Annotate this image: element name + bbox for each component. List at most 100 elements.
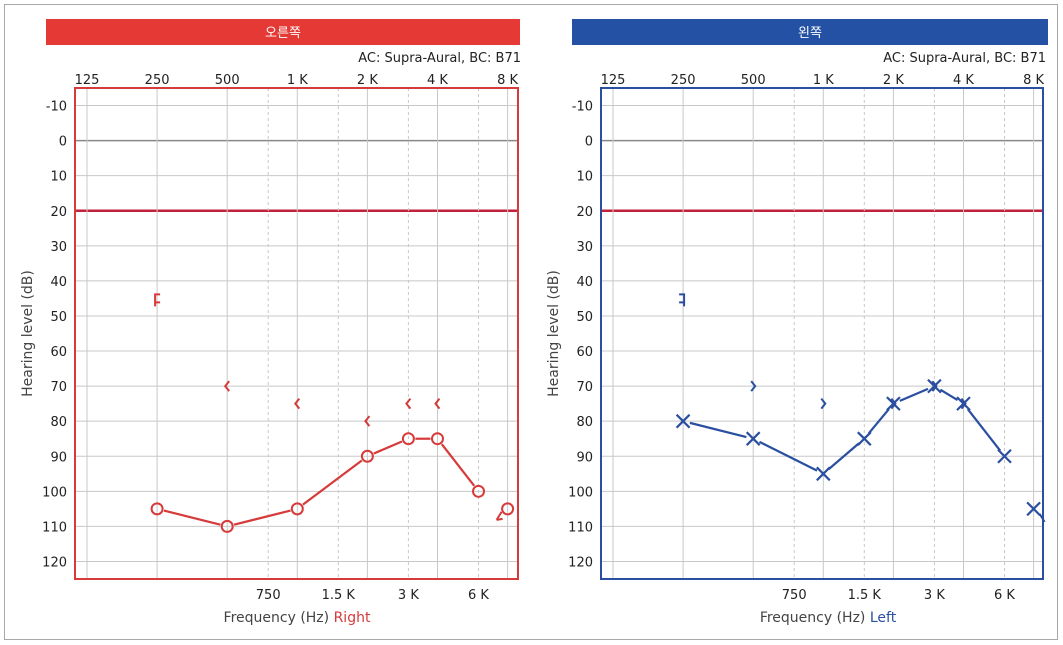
right-x-top-tick: 500 (215, 73, 240, 88)
left-air-marker (745, 431, 761, 446)
right-plot-border (74, 87, 519, 580)
right-bone-marker (154, 293, 161, 307)
left-x-axis-title-main: Frequency (Hz) (760, 610, 870, 626)
right-x-top-tick: 125 (75, 73, 100, 88)
right-air-marker (360, 449, 374, 463)
right-y-tick: 50 (50, 310, 67, 325)
right-y-tick: -10 (46, 100, 67, 115)
right-bone-marker (364, 415, 371, 427)
left-bone-marker (890, 398, 897, 410)
right-air-marker (501, 502, 515, 516)
right-y-tick: 30 (50, 240, 67, 255)
left-y-tick: 60 (576, 345, 593, 360)
right-bone-marker (223, 380, 230, 392)
left-x-bottom-tick: 6 K (994, 588, 1015, 603)
left-air-line-segment (827, 442, 860, 471)
right-bone-marker (405, 398, 412, 410)
left-x-bottom-tick: 750 (782, 588, 807, 603)
left-y-tick: 10 (576, 170, 593, 185)
left-y-tick: 100 (568, 485, 593, 500)
left-air-marker (927, 378, 942, 394)
left-y-tick: 80 (576, 415, 593, 430)
right-x-top-tick: 1 K (287, 73, 308, 88)
right-bone-marker (294, 398, 301, 410)
right-y-tick: 20 (50, 205, 67, 220)
left-air-marker (857, 431, 872, 446)
left-y-tick: 20 (576, 205, 593, 220)
left-y-tick: 40 (576, 275, 593, 290)
left-air-marker (956, 396, 971, 411)
left-y-axis-title: Hearing level (dB) (546, 270, 562, 397)
left-x-top-tick: 500 (741, 73, 766, 88)
left-x-bottom-tick: 3 K (924, 588, 945, 603)
right-air-line-segment (302, 459, 363, 506)
right-bone-marker (434, 398, 441, 410)
left-y-tick: 120 (568, 555, 593, 570)
left-bone-marker (931, 380, 938, 392)
right-x-bottom-tick: 750 (256, 588, 281, 603)
left-x-top-tick: 250 (671, 73, 696, 88)
left-x-top-tick: 125 (601, 73, 626, 88)
left-bone-marker (820, 398, 827, 410)
right-no-response-arrow (495, 511, 503, 521)
right-air-marker (290, 502, 304, 516)
left-air-line-segment (939, 388, 959, 401)
right-y-tick: 110 (42, 520, 67, 535)
left-bone-marker (750, 380, 757, 392)
right-y-tick: 90 (50, 450, 67, 465)
left-y-tick: 50 (576, 310, 593, 325)
right-x-bottom-tick: 6 K (468, 588, 489, 603)
left-y-tick: 30 (576, 240, 593, 255)
left-header-title: 왼쪽 (798, 26, 822, 41)
left-y-tick: 70 (576, 380, 593, 395)
right-y-tick: 10 (50, 170, 67, 185)
left-header-bar (572, 19, 1048, 45)
left-air-line-segment (758, 440, 818, 472)
right-y-tick: 60 (50, 345, 67, 360)
left-air-marker (675, 413, 691, 429)
left-air-line-segment (867, 408, 890, 435)
left-air-marker (1026, 501, 1041, 517)
right-audiogram: 오른쪽 AC: Supra-Aural, BC: B71 -10 0 10 20 30 40 5… (20, 19, 521, 626)
left-x-top-tick: 1 K (813, 73, 834, 88)
right-x-top-tick: 250 (145, 73, 170, 88)
right-air-line-segment (373, 440, 403, 455)
right-air-marker (220, 519, 234, 533)
right-y-tick: 120 (42, 555, 67, 570)
left-x-bottom-tick: 1.5 K (848, 588, 882, 603)
left-bone-marker (960, 398, 967, 410)
right-y-axis-title: Hearing level (dB) (20, 270, 36, 397)
right-air-line-segment (163, 509, 221, 526)
left-y-tick: -10 (572, 100, 593, 115)
right-air-marker (472, 484, 486, 498)
right-y-tick: 100 (42, 485, 67, 500)
left-air-marker (997, 448, 1012, 464)
audiogram-container (4, 4, 1058, 640)
right-y-tick: 40 (50, 275, 67, 290)
right-x-axis-title-main: Frequency (Hz) (224, 610, 334, 626)
right-subtitle: AC: Supra-Aural, BC: B71 (358, 51, 521, 66)
right-x-axis-title-side: Right (334, 610, 371, 626)
left-y-tick: 0 (585, 135, 593, 150)
left-x-top-tick: 2 K (883, 73, 904, 88)
right-air-line-segment (440, 443, 476, 487)
left-x-top-tick: 8 K (1023, 73, 1044, 88)
right-air-marker (150, 502, 164, 516)
left-air-marker (886, 396, 901, 411)
left-air-line-segment (899, 387, 929, 402)
right-air-line-segment (233, 509, 291, 526)
right-air-marker (401, 432, 415, 446)
left-air-line-segment (966, 408, 1002, 452)
right-y-tick: 0 (59, 135, 67, 150)
left-y-tick: 110 (568, 520, 593, 535)
right-x-bottom-tick: 1.5 K (322, 588, 356, 603)
left-audiogram: 왼쪽 AC: Supra-Aural, BC: B71 -10 0 10 20 30 40 50… (546, 19, 1048, 626)
right-x-top-tick: 2 K (357, 73, 378, 88)
left-x-axis-title: Frequency (Hz) Left (760, 610, 897, 626)
left-air-line-segment (689, 421, 747, 439)
right-x-top-tick: 8 K (497, 73, 518, 88)
right-y-tick: 70 (50, 380, 67, 395)
right-header-bar (46, 19, 520, 45)
left-x-axis-title-side: Left (870, 610, 897, 626)
